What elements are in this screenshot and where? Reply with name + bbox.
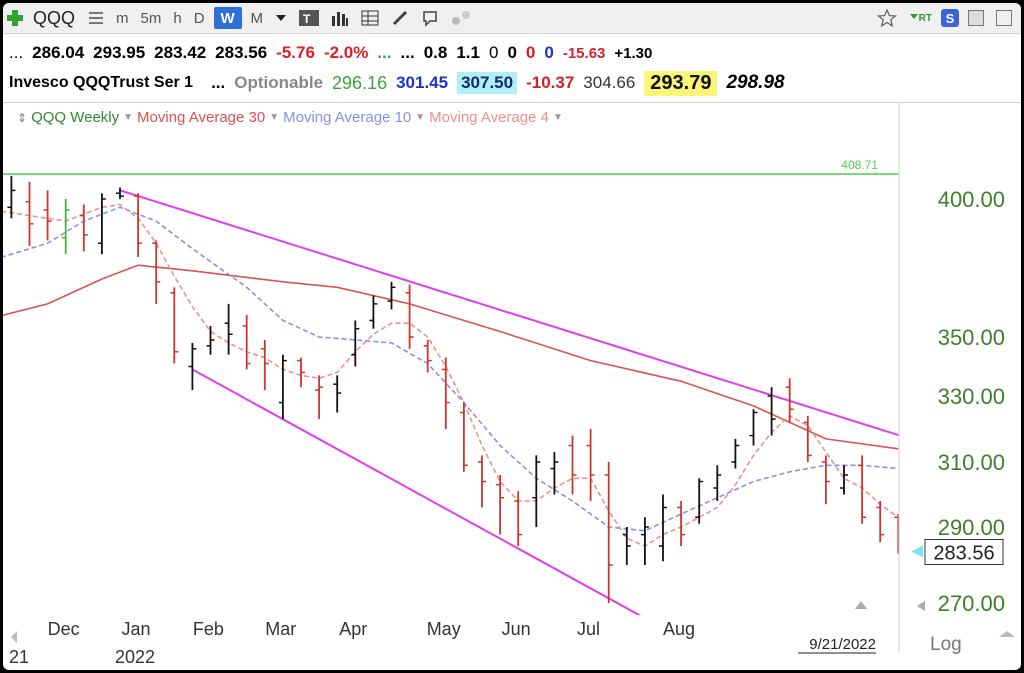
chart-window: QQQ m 5m h D W M T [3,3,1021,670]
bars-icon[interactable] [328,7,352,29]
legend-item-ma10[interactable]: Moving Average 10 [283,109,412,126]
price-label-box [924,538,1004,565]
close-icon[interactable] [993,7,1015,29]
dots-green: ... [377,43,392,62]
save-icon[interactable] [965,7,987,29]
timeframe-month[interactable]: M [250,9,264,27]
timeframe-week-active[interactable]: W [213,7,242,29]
quote2-value-4: -10.37 [526,73,575,92]
quote2-value-1: 296.16 [332,72,388,93]
svg-text:T: T [303,12,311,26]
chart-legend: ⇕ QQQ Weekly ▼ Moving Average 30 ▼ Moving … [17,109,567,126]
quote-row-2: Invesco QQQTrust Ser 1 ... Optionable 29… [9,70,794,96]
scroll-left-icon[interactable] [917,601,925,611]
timeframe-minute[interactable]: m [116,9,129,27]
legend-toggle-icon[interactable]: ⇕ [17,110,28,125]
price-label: 283.56 [933,542,994,564]
optionable-label: Optionable [234,73,324,92]
price-chart[interactable]: 408.71 400.00 350.00 330.00 310.00 290.00 270.… [3,3,1021,670]
ceiling-label: 408.71 [841,158,878,172]
x-tick-label: Aug [663,619,695,639]
legend-dropdown-icon[interactable]: ▼ [123,112,134,123]
x-tick-label: Dec [48,619,80,639]
lower-trendline [191,368,642,615]
close-value: 283.56 [215,43,268,62]
toolbar: QQQ m 5m h D W M T [3,3,1021,34]
quote2-value-2: 301.45 [396,73,449,92]
series-line-1 [3,264,899,450]
add-plus-icon[interactable] [3,7,27,29]
y-tick-label: 270.00 [938,591,1005,616]
value-2: 1.1 [456,43,480,62]
log-scale-toggle[interactable]: Log [930,634,962,655]
low-value: 283.42 [154,43,207,62]
pencil-icon[interactable] [388,7,412,29]
grid-icon[interactable] [358,7,382,29]
x-tick-label: Jul [577,619,600,639]
annotate-icon[interactable] [418,7,442,29]
dots-icon[interactable] [448,7,476,29]
price-marker-icon [911,545,923,558]
quote-row-1: ... 286.04 293.95 283.42 283.56 -5.76 -2… [9,41,661,65]
upper-trendline [119,189,899,437]
header-divider [3,102,1021,103]
value-1: 0.8 [423,43,448,62]
quote2-value-6: 293.79 [644,70,718,96]
star-icon[interactable] [874,7,900,29]
quote-lead: ... [9,43,24,62]
rt-label: RT [918,12,932,24]
x-tick-label: Jun [502,619,531,639]
legend-item-qqq-weekly[interactable]: QQQ Weekly [31,109,120,126]
y-tick-label: 350.00 [938,325,1005,350]
open-value: 286.04 [32,43,85,62]
legend-dropdown-icon[interactable]: ▼ [552,112,563,123]
y-tick-label: 290.00 [938,515,1005,540]
dropdown-icon[interactable] [272,7,290,29]
series-line-3 [3,203,899,547]
scroll-up-icon[interactable] [855,601,867,609]
symbol-field[interactable]: QQQ [33,7,76,28]
scroll-right-icon[interactable] [999,631,1015,637]
zero-4: 0 [544,43,554,62]
plot-area [3,173,899,615]
text-tool-icon[interactable]: T [296,7,322,29]
legend-item-ma4[interactable]: Moving Average 4 [429,109,549,126]
zero-3: 0 [525,43,536,62]
y-tick-label: 330.00 [938,384,1005,409]
timeframe-hour[interactable]: h [173,9,182,27]
legend-dropdown-icon[interactable]: ▼ [415,112,426,123]
timeframe-5-minute[interactable]: 5m [140,9,162,27]
x-tick-label: Feb [193,619,224,639]
quote2-value-5: 304.66 [583,73,636,92]
dots-black: ... [400,43,415,62]
rt-icon[interactable]: RT [906,7,935,29]
high-value: 293.95 [93,43,146,62]
change-pct-value: -2.0% [323,43,369,62]
timeframe-day[interactable]: D [193,9,205,27]
security-name: Invesco QQQTrust Ser 1 [9,74,194,91]
s-icon[interactable]: S [941,9,959,27]
y-tick-label: 310.00 [938,450,1005,475]
y-tick-label: 400.00 [938,187,1005,212]
year-label: 21 [9,647,29,667]
value-4: +1.30 [614,44,653,62]
value-3: -15.63 [562,44,606,62]
legend-dropdown-icon[interactable]: ▼ [269,112,280,123]
pan-left-icon[interactable] [11,631,17,643]
legend-item-ma30[interactable]: Moving Average 30 [137,109,266,126]
list-icon[interactable] [85,7,107,29]
zero-1: 0 [488,43,499,62]
quote2-value-3: 307.50 [457,72,518,94]
zero-2: 0 [507,43,517,62]
x-tick-label: May [427,619,461,639]
date-stamp: 9/21/2022 [809,636,876,653]
x-tick-label: Apr [339,619,367,639]
quote2-dots: ... [211,73,226,92]
quote2-value-7: 298.98 [726,72,785,93]
change-value: -5.76 [276,43,315,62]
s-label: S [945,10,955,26]
x-tick-label: Jan [121,619,150,639]
x-tick-label: Mar [265,619,296,639]
year-label: 2022 [115,647,155,667]
